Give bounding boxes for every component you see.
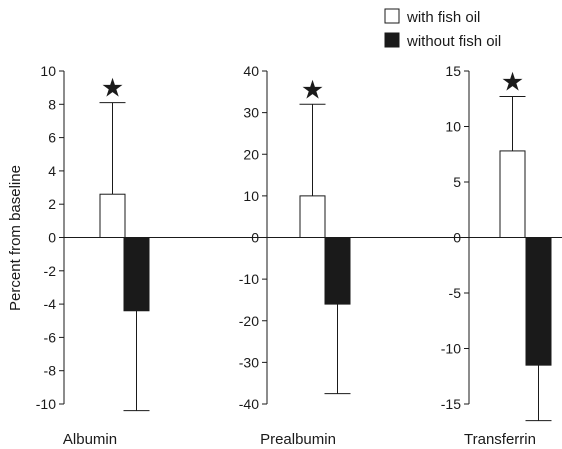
category-label: Transferrin [464,431,536,448]
bar-prealbumin-with [299,195,326,238]
legend-swatch-without [384,32,400,48]
y-axis-label: Percent from baseline [7,165,24,311]
y-tick-label: 30 [243,105,259,121]
y-tick-label: 10 [445,119,461,135]
y-tick-label: -30 [239,354,259,370]
significance-star: ★ [501,67,524,97]
y-tick-label: 0 [48,230,56,246]
y-tick-label: 40 [243,63,259,79]
legend-label: with fish oil [406,9,480,26]
y-tick-label: 5 [453,174,461,190]
y-tick-label: 6 [48,130,56,146]
y-tick-label: -2 [44,263,57,279]
bar-transferrin-with [499,150,526,238]
y-tick-label: -20 [239,313,259,329]
significance-star: ★ [301,74,324,104]
y-tick-label: 0 [453,230,461,246]
panels: 1086420-2-4-6-8-10★Albumin403020100-10-2… [36,63,552,448]
legend: with fish oil without fish oil [384,8,501,50]
bar-prealbumin-without [324,237,351,305]
y-tick-label: 2 [48,196,56,212]
bar-transferrin-without [525,237,552,366]
legend-label: without fish oil [406,33,501,50]
y-tick-label: -40 [239,396,259,412]
y-tick-label: -15 [441,396,461,412]
category-label: Prealbumin [260,431,336,448]
y-tick-label: -10 [441,341,461,357]
panel-prealbumin: 40 30 20 10 0 -10 -20 -30 -40 ★ Prealbumin [239,63,351,448]
y-tick-label: 20 [243,146,259,162]
significance-star: ★ [101,73,124,103]
bar-albumin-with [99,193,126,239]
y-tick-label: 0 [251,230,259,246]
y-tick-label: -10 [239,271,259,287]
y-tick-label: -4 [44,296,57,312]
y-tick-label: -6 [44,329,57,345]
y-tick-label: 10 [243,188,259,204]
panel-albumin: 10 8 6 4 2 0 -2 -4 -6 -8 -10 ★ Albumin [36,63,150,448]
panel-transferrin: 15 10 5 0 -5 -10 -15 ★ Transferrin [441,63,552,448]
y-tick-label: 15 [445,63,461,79]
y-tick-label: -8 [44,363,57,379]
y-tick-label: 10 [40,63,56,79]
y-tick-label: -5 [449,285,462,301]
category-label: Albumin [63,431,117,448]
bar-albumin-without [123,237,150,312]
legend-swatch-with [384,8,400,24]
y-tick-label: 4 [48,163,56,179]
y-tick-label: -10 [36,396,56,412]
y-tick-label: 8 [48,96,56,112]
